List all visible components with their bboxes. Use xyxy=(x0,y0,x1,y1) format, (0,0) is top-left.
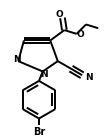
Text: O: O xyxy=(77,30,84,39)
Text: N: N xyxy=(40,70,48,79)
Text: O: O xyxy=(56,10,64,19)
Text: N: N xyxy=(14,55,21,64)
Text: Br: Br xyxy=(33,127,45,136)
Text: N: N xyxy=(85,73,93,82)
